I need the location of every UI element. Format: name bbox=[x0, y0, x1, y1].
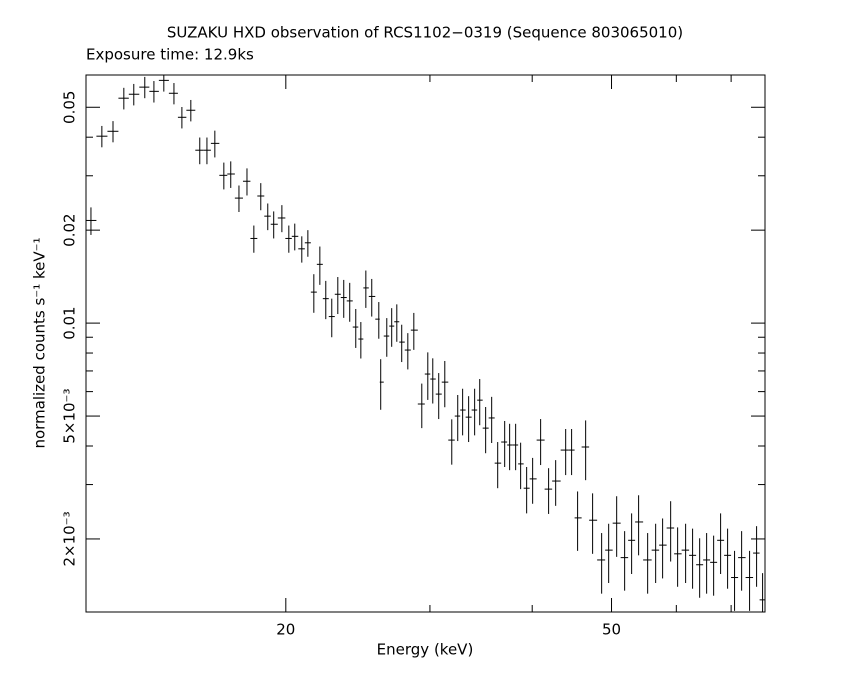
x-tick-label: 20 bbox=[276, 621, 295, 639]
x-axis-label: Energy (keV) bbox=[377, 641, 474, 659]
y-tick-label: 5×10⁻³ bbox=[61, 388, 79, 443]
x-tick-label: 50 bbox=[602, 621, 621, 639]
y-tick-label: 0.05 bbox=[61, 91, 79, 124]
plot-frame bbox=[85, 74, 766, 613]
y-tick-label: 2×10⁻³ bbox=[61, 511, 79, 566]
data-marks bbox=[86, 75, 765, 612]
chart-title: SUZAKU HXD observation of RCS1102−0319 (… bbox=[167, 24, 683, 42]
y-axis-label: normalized counts s⁻¹ keV⁻¹ bbox=[31, 237, 49, 448]
y-tick-label: 0.02 bbox=[61, 213, 79, 246]
y-tick-label: 0.01 bbox=[61, 306, 79, 339]
chart-subtitle: Exposure time: 12.9ks bbox=[86, 46, 254, 64]
